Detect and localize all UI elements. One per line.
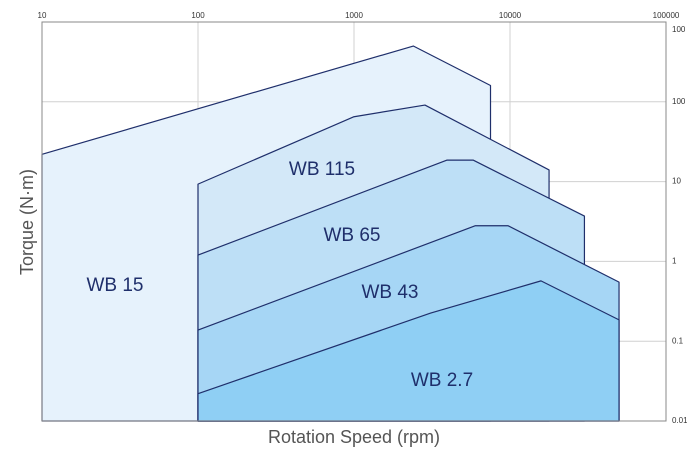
y-tick-label: 10 bbox=[672, 177, 681, 186]
x-tick-label: 10000 bbox=[499, 11, 522, 20]
y-tick-label: 0.1 bbox=[672, 336, 684, 345]
y-tick-label: 1 bbox=[672, 257, 677, 266]
plot-frame bbox=[41, 21, 667, 422]
x-axis-title: Rotation Speed (rpm) bbox=[268, 427, 440, 447]
series-label: WB 2.7 bbox=[411, 370, 473, 391]
y-axis-title: Torque (N·m) bbox=[17, 169, 37, 275]
y-tick-label: 0.01 bbox=[672, 416, 687, 425]
series-label: WB 115 bbox=[289, 159, 355, 180]
x-tick-label: 10 bbox=[38, 11, 47, 20]
x-tick-label: 100 bbox=[191, 11, 205, 20]
y-tick-label: 100 bbox=[672, 25, 686, 34]
y-tick-label: 100 bbox=[672, 97, 686, 106]
x-tick-label: 1000 bbox=[345, 11, 363, 20]
x-tick-label: 100000 bbox=[653, 11, 680, 20]
series-label: WB 65 bbox=[323, 225, 380, 246]
series-label: WB 43 bbox=[361, 282, 418, 303]
series-label: WB 15 bbox=[86, 275, 143, 296]
